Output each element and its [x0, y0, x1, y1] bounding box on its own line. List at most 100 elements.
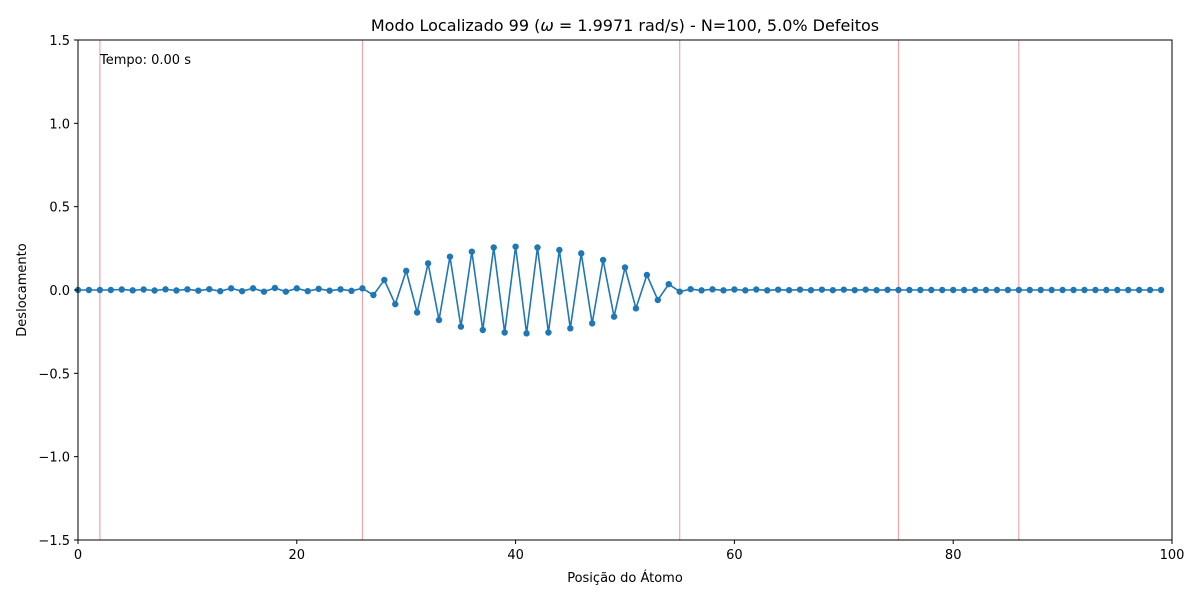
data-point — [1015, 286, 1023, 294]
y-tick-label: 0.5 — [49, 201, 70, 216]
data-point — [1081, 286, 1088, 294]
data-point — [610, 313, 618, 320]
data-point — [271, 284, 279, 292]
data-point — [1114, 286, 1121, 294]
y-tick-label: 1.0 — [49, 117, 70, 132]
data-point — [238, 287, 246, 295]
data-point — [731, 286, 738, 293]
data-point — [1092, 286, 1099, 294]
x-tick-label: 0 — [74, 548, 82, 563]
data-point — [895, 286, 902, 294]
data-point — [457, 323, 465, 330]
x-tick-label: 40 — [507, 548, 524, 563]
data-point — [1004, 286, 1012, 294]
data-point — [906, 286, 913, 294]
data-point — [315, 285, 322, 293]
data-point — [621, 264, 629, 271]
data-point — [840, 286, 847, 293]
data-point — [206, 285, 213, 293]
data-point — [1125, 286, 1132, 294]
data-point — [381, 276, 388, 284]
data-point — [545, 329, 552, 336]
data-point — [1070, 286, 1077, 294]
data-point — [227, 285, 235, 292]
y-tick-label: 0.0 — [49, 284, 70, 299]
data-point — [851, 286, 858, 294]
data-point — [118, 286, 125, 293]
data-point — [862, 286, 869, 293]
data-point — [939, 286, 946, 294]
data-point — [960, 286, 968, 294]
x-tick-label: 20 — [289, 548, 306, 563]
data-point — [578, 250, 585, 257]
data-point — [720, 287, 727, 294]
data-point — [435, 316, 443, 324]
data-point — [523, 330, 530, 337]
data-point — [807, 286, 815, 294]
data-point — [403, 267, 410, 275]
chart-title: Modo Localizado 99 (ω = 1.9971 rad/s) - … — [371, 16, 879, 35]
data-point — [654, 296, 662, 304]
data-point — [676, 288, 683, 295]
data-point — [501, 329, 508, 336]
y-tick-label: −1.5 — [38, 534, 70, 549]
data-point — [643, 271, 651, 279]
data-point — [1103, 286, 1110, 294]
data-point — [217, 287, 224, 295]
data-point — [873, 286, 880, 294]
y-axis-label: Deslocamento — [15, 243, 30, 336]
data-point — [304, 287, 311, 295]
data-point — [162, 286, 169, 293]
data-point — [1146, 286, 1154, 294]
data-point — [260, 288, 268, 295]
data-point — [556, 246, 563, 254]
data-point — [698, 287, 705, 294]
data-point — [348, 287, 355, 295]
data-point — [359, 285, 366, 292]
data-point — [468, 248, 476, 255]
time-annotation: Tempo: 0.00 s — [99, 53, 191, 68]
data-point — [567, 325, 574, 332]
x-axis-ticks: 0 20 40 60 80 100 — [74, 540, 1185, 563]
data-point — [742, 287, 749, 294]
data-point — [249, 285, 257, 292]
data-point — [446, 253, 454, 260]
data-point — [588, 320, 596, 327]
data-point — [1048, 286, 1055, 294]
data-point — [129, 287, 136, 294]
data-point — [173, 287, 180, 294]
data-point — [490, 244, 497, 251]
data-point — [829, 286, 837, 294]
data-point — [326, 287, 333, 294]
x-tick-label: 100 — [1160, 548, 1185, 563]
data-point — [993, 286, 1001, 294]
x-axis-label: Posição do Átomo — [567, 570, 683, 586]
data-point — [687, 285, 694, 293]
data-point — [195, 287, 202, 294]
data-point — [96, 286, 104, 294]
data-point — [392, 300, 399, 308]
data-point — [599, 256, 607, 264]
x-tick-label: 60 — [726, 548, 743, 563]
data-point — [151, 287, 158, 294]
data-point — [928, 286, 935, 294]
data-point — [753, 286, 760, 293]
data-point — [293, 285, 300, 292]
y-tick-label: 1.5 — [49, 34, 70, 49]
data-point — [774, 286, 782, 293]
data-point — [1026, 286, 1033, 294]
data-point — [982, 286, 990, 294]
data-point — [1135, 286, 1143, 294]
data-point — [764, 287, 771, 294]
data-point — [413, 309, 421, 316]
data-point — [370, 291, 377, 299]
data-point — [818, 286, 826, 293]
data-point — [337, 286, 344, 293]
y-axis-ticks: −1.5 −1.0 −0.5 0.0 0.5 1.0 1.5 — [38, 34, 78, 549]
series-line — [78, 246, 1162, 334]
data-point — [950, 286, 957, 294]
data-point — [85, 286, 93, 294]
data-point — [709, 286, 716, 293]
series-layer — [74, 243, 1165, 337]
